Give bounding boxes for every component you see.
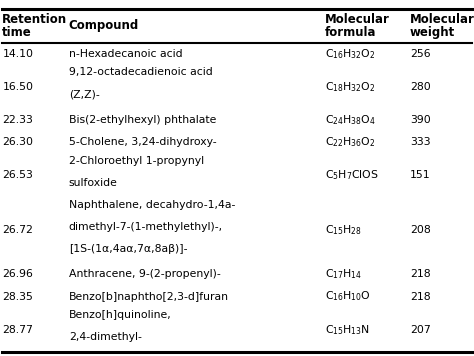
Text: dimethyl-7-(1-methylethyl)-,: dimethyl-7-(1-methylethyl)-,	[69, 222, 223, 232]
Text: 256: 256	[410, 49, 431, 59]
Text: sulfoxide: sulfoxide	[69, 178, 118, 188]
Text: 280: 280	[410, 82, 431, 92]
Text: 26.96: 26.96	[2, 269, 33, 279]
Text: C$_{16}$H$_{32}$O$_2$: C$_{16}$H$_{32}$O$_2$	[325, 47, 375, 61]
Text: C$_{16}$H$_{10}$O: C$_{16}$H$_{10}$O	[325, 290, 371, 303]
Text: 2-Chloroethyl 1-propynyl: 2-Chloroethyl 1-propynyl	[69, 156, 204, 166]
Text: C$_{22}$H$_{36}$O$_2$: C$_{22}$H$_{36}$O$_2$	[325, 135, 375, 149]
Text: 26.30: 26.30	[2, 137, 33, 147]
Text: n-Hexadecanoic acid: n-Hexadecanoic acid	[69, 49, 182, 59]
Text: 26.72: 26.72	[2, 225, 33, 235]
Text: 151: 151	[410, 170, 431, 180]
Text: C$_{15}$H$_{13}$N: C$_{15}$H$_{13}$N	[325, 323, 370, 336]
Text: 207: 207	[410, 325, 431, 335]
Text: time: time	[2, 26, 32, 39]
Text: 208: 208	[410, 225, 431, 235]
Text: Benzo[b]naphtho[2,3-d]furan: Benzo[b]naphtho[2,3-d]furan	[69, 292, 229, 302]
Text: Molecular: Molecular	[410, 13, 474, 26]
Text: weight: weight	[410, 26, 455, 39]
Text: 5-Cholene, 3,24-dihydroxy-: 5-Cholene, 3,24-dihydroxy-	[69, 137, 216, 147]
Text: Compound: Compound	[69, 19, 139, 32]
Text: C$_{15}$H$_{28}$: C$_{15}$H$_{28}$	[325, 224, 362, 237]
Text: 22.33: 22.33	[2, 115, 33, 125]
Text: Retention: Retention	[2, 13, 67, 26]
Text: Molecular: Molecular	[325, 13, 390, 26]
Text: [1S-(1α,4aα,7α,8aβ)]-: [1S-(1α,4aα,7α,8aβ)]-	[69, 244, 187, 254]
Text: 14.10: 14.10	[2, 49, 33, 59]
Text: 390: 390	[410, 115, 431, 125]
Text: 2,4-dimethyl-: 2,4-dimethyl-	[69, 332, 142, 342]
Text: 333: 333	[410, 137, 431, 147]
Text: formula: formula	[325, 26, 376, 39]
Text: Bis(2-ethylhexyl) phthalate: Bis(2-ethylhexyl) phthalate	[69, 115, 216, 125]
Text: 28.77: 28.77	[2, 325, 33, 335]
Text: Naphthalene, decahydro-1,4a-: Naphthalene, decahydro-1,4a-	[69, 200, 235, 210]
Text: 9,12-octadecadienoic acid: 9,12-octadecadienoic acid	[69, 67, 212, 78]
Text: C$_5$H$_7$ClOS: C$_5$H$_7$ClOS	[325, 168, 379, 182]
Text: 26.53: 26.53	[2, 170, 33, 180]
Text: 28.35: 28.35	[2, 292, 33, 302]
Text: (Z,Z)-: (Z,Z)-	[69, 89, 100, 100]
Text: C$_{18}$H$_{32}$O$_2$: C$_{18}$H$_{32}$O$_2$	[325, 80, 375, 94]
Text: 218: 218	[410, 269, 431, 279]
Text: 16.50: 16.50	[2, 82, 33, 92]
Text: 218: 218	[410, 292, 431, 302]
Text: C$_{24}$H$_{38}$O$_4$: C$_{24}$H$_{38}$O$_4$	[325, 113, 376, 127]
Text: Anthracene, 9-(2-propenyl)-: Anthracene, 9-(2-propenyl)-	[69, 269, 220, 279]
Text: Benzo[h]quinoline,: Benzo[h]quinoline,	[69, 310, 172, 320]
Text: C$_{17}$H$_{14}$: C$_{17}$H$_{14}$	[325, 268, 362, 281]
